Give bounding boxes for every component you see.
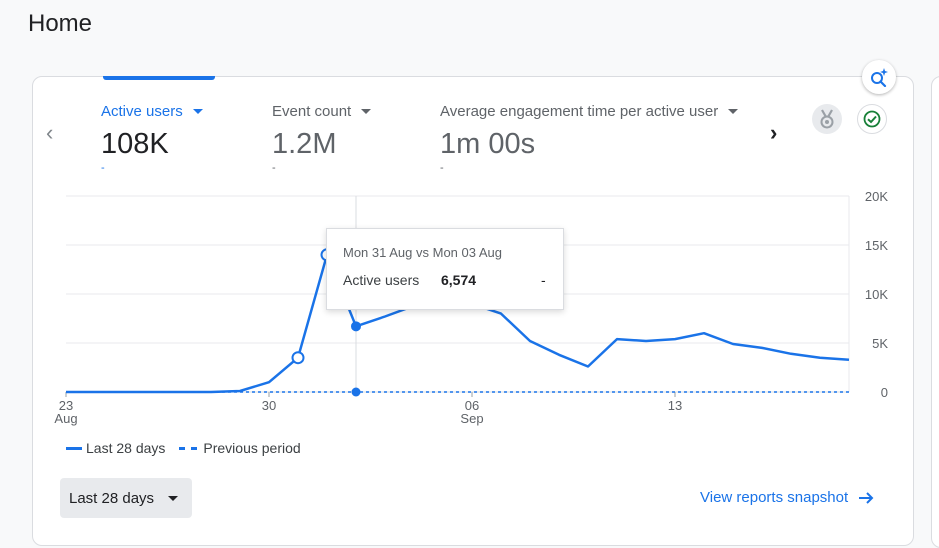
chart-legend: Last 28 days Previous period [66,440,301,456]
award-badge-icon [820,109,834,129]
caret-down-icon [168,495,179,501]
legend-current-period: Last 28 days [86,440,166,456]
metric-tab-active-users[interactable]: Active users 108K - [101,103,203,174]
metric-label: Active users [101,103,183,120]
legend-solid-swatch [66,446,82,450]
chevron-left-icon[interactable]: ‹ [46,120,54,145]
metric-delta: - [440,162,444,174]
metric-value: 1.2M [272,128,337,160]
page-title: Home [28,10,93,37]
y-tick-label: 0 [881,385,888,400]
date-range-label: Last 28 days [69,489,155,507]
x-tick-label: 23 [59,398,73,413]
tooltip-delta: - [541,272,546,288]
metric-value: 1m 00s [440,128,536,160]
metric-delta: - [101,162,105,174]
legend-previous-period: Previous period [203,440,301,456]
y-tick-label: 10K [865,287,888,302]
x-tick-label: 06 [465,398,479,413]
active-tab-indicator [103,76,215,80]
caret-down-icon [728,109,739,114]
y-tick-label: 15K [865,238,888,253]
x-tick-month-label: Sep [460,411,483,426]
overview-card [32,76,914,546]
award-badge-button[interactable] [812,104,842,134]
tooltip-title: Mon 31 Aug vs Mon 03 Aug [343,245,502,260]
y-tick-label: 20K [865,189,888,204]
check-circle-icon [863,110,881,128]
y-tick-label: 5K [872,336,888,351]
highlight-point-previous [351,387,361,397]
date-range-dropdown[interactable]: Last 28 days [60,478,192,518]
metric-value: 108K [101,128,169,160]
check-status-button[interactable] [857,104,887,134]
chevron-right-icon[interactable]: › [770,120,778,145]
arrow-right-icon [859,491,874,504]
tooltip-value: 6,574 [441,272,477,288]
metric-tab-event-count[interactable]: Event count 1.2M - [272,103,372,174]
highlight-point-current [351,321,361,332]
snapshot-link-label: View reports snapshot [700,489,849,506]
metric-label: Average engagement time per active user [440,103,719,120]
x-tick-label: 30 [262,398,276,413]
chart-tooltip: Mon 31 Aug vs Mon 03 Aug Active users 6,… [326,228,564,310]
x-tick-month-label: Aug [54,411,77,426]
metric-delta: - [272,162,276,174]
insights-sparkle-icon [871,68,888,87]
x-tick-label: 13 [668,398,682,413]
insights-button[interactable] [862,60,896,94]
y-axis-labels: 0 5K 10K 15K 20K [865,189,888,400]
view-reports-snapshot-link[interactable]: View reports snapshot [700,489,874,506]
caret-down-icon [192,109,203,114]
metric-tab-engagement-time[interactable]: Average engagement time per active user … [440,103,758,173]
tooltip-metric: Active users [343,272,420,288]
metric-label: Event count [272,103,352,120]
caret-down-icon [361,109,372,114]
open-data-marker [291,351,305,365]
legend-dashed-swatch [179,446,198,450]
